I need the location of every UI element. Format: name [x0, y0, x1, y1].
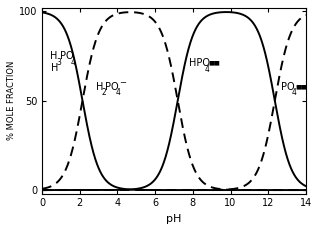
Text: 3: 3 [57, 58, 62, 67]
Text: −: − [119, 78, 126, 87]
Text: H: H [51, 63, 59, 73]
Text: PO: PO [281, 82, 295, 92]
Y-axis label: % MOLE FRACTION: % MOLE FRACTION [7, 61, 16, 140]
Text: PO: PO [60, 51, 73, 61]
Text: ■■: ■■ [208, 61, 220, 66]
Text: PO: PO [105, 82, 119, 92]
Text: ■■: ■■ [295, 84, 307, 89]
Text: HPO: HPO [189, 58, 210, 68]
Text: H: H [96, 82, 103, 92]
Text: 4: 4 [292, 88, 297, 97]
X-axis label: pH: pH [166, 214, 182, 224]
Text: 4: 4 [205, 65, 210, 74]
Text: 4: 4 [116, 88, 121, 97]
Text: 2: 2 [102, 88, 107, 97]
Text: 4: 4 [70, 58, 76, 67]
Text: H: H [50, 51, 58, 61]
